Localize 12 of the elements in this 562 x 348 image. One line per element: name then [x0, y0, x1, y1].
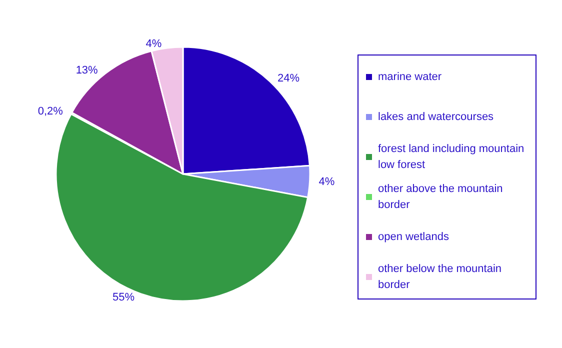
data-label: 0,2% [38, 105, 64, 118]
data-label: 13% [76, 64, 98, 76]
data-label: 24% [278, 72, 300, 84]
legend-label: other below the mountain border [378, 263, 505, 291]
legend-label: other above the mountain border [378, 183, 506, 211]
legend-label: marine water [378, 71, 442, 83]
legend-label: lakes and watercourses [378, 111, 494, 123]
legend-label: forest land including mountain low forest [378, 143, 528, 171]
data-label: 4% [146, 38, 162, 50]
data-label: 55% [112, 292, 135, 304]
legend-label: open wetlands [378, 231, 450, 243]
data-label: 4% [318, 176, 335, 188]
